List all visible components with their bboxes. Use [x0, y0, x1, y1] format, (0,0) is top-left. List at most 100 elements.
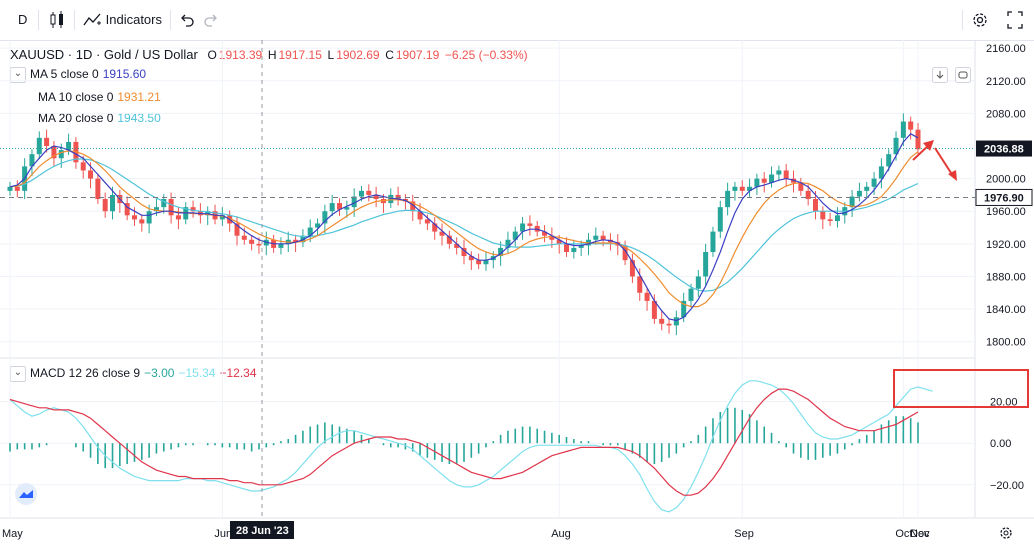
candle-body — [483, 260, 489, 265]
candle-body — [315, 223, 321, 228]
candle-body — [769, 174, 775, 183]
candle-body — [36, 137, 42, 155]
symbol-header: XAUUSD · 1D · Gold / US Dollar O 1913.39 … — [10, 47, 530, 62]
close-label: C — [385, 48, 394, 62]
ma20-line — [9, 158, 919, 292]
candle-body — [66, 141, 72, 151]
candle-body — [820, 211, 826, 220]
candle-body — [805, 190, 811, 199]
candle-body — [564, 243, 570, 252]
candle-body — [373, 194, 379, 199]
toolbar-divider — [962, 10, 963, 30]
candle-style-button[interactable] — [48, 8, 66, 32]
ma20-label: MA 20 close 0 — [38, 111, 114, 125]
legend-macd[interactable]: ⌄ MACD 12 26 close 9 −3.00 −15.34 −12.34 — [10, 366, 261, 382]
macd-tick-label: 0.00 — [990, 438, 1011, 450]
close-value: 1907.19 — [395, 48, 440, 62]
candle-body — [644, 292, 650, 301]
candle-body — [783, 170, 789, 179]
candle-body — [110, 194, 116, 212]
candle-body — [878, 166, 884, 179]
price-tick-label: 1880.00 — [986, 271, 1026, 283]
candle-body — [175, 215, 181, 220]
tradingview-logo[interactable] — [14, 482, 38, 511]
settings-button[interactable] — [970, 8, 990, 32]
candle-body — [849, 196, 855, 208]
candle-body — [798, 182, 804, 191]
ma5-line — [9, 133, 919, 322]
price-tick-label: 1840.00 — [986, 304, 1026, 316]
candle-body — [329, 203, 335, 212]
redo-icon — [204, 14, 217, 27]
candle-body — [344, 207, 350, 210]
candle-body — [153, 207, 159, 212]
candle-body — [168, 199, 174, 216]
macd-label: MACD 12 26 close 9 — [30, 366, 141, 381]
chart-settings-button[interactable] — [997, 524, 1015, 547]
ma10-label: MA 10 close 0 — [38, 90, 114, 104]
time-tick-label: Oct — [895, 528, 912, 540]
candle-body — [293, 239, 299, 243]
annotation-arrowhead-down — [948, 170, 957, 181]
candle-body — [827, 219, 833, 222]
candle-body — [124, 203, 130, 216]
candle-body — [88, 170, 94, 179]
undo-button[interactable] — [178, 8, 194, 32]
change-value: −6.25 (−0.33%) — [444, 48, 528, 62]
candle-body — [688, 288, 694, 301]
candle-body — [637, 276, 643, 293]
redo-button[interactable] — [204, 8, 220, 32]
candle-body — [732, 186, 738, 191]
open-label: O — [207, 48, 217, 62]
candle-body — [161, 199, 167, 208]
candle-body — [439, 231, 445, 236]
candle-body — [725, 190, 731, 208]
candle-body — [915, 129, 921, 150]
symbol-title: XAUUSD · 1D · Gold / US Dollar — [10, 47, 198, 62]
scroll-to-latest-button[interactable] — [932, 67, 948, 88]
candle-body — [651, 300, 657, 319]
time-tick-label: Jun — [214, 528, 232, 540]
candle-body — [578, 245, 584, 248]
candle-body — [856, 190, 862, 197]
legend-ma10[interactable]: MA 10 close 0 1931.21 — [38, 90, 165, 104]
candle-body — [366, 190, 372, 195]
candle-body — [95, 178, 101, 199]
candle-body — [864, 186, 870, 191]
reset-view-button[interactable] — [955, 67, 971, 88]
candle-body — [424, 219, 430, 224]
gear-icon — [1000, 527, 1012, 539]
candle-body — [512, 231, 518, 240]
candle-body — [14, 186, 20, 191]
candle-body — [432, 223, 438, 232]
candles-icon — [50, 11, 63, 28]
candle-body — [51, 146, 57, 159]
candle-body — [659, 318, 665, 324]
indicators-button[interactable]: Indicators — [82, 8, 162, 32]
ma10-value: 1931.21 — [117, 90, 161, 104]
candle-body — [337, 203, 343, 210]
legend-ma20[interactable]: MA 20 close 0 1943.50 — [38, 111, 165, 125]
toolbar-divider — [74, 10, 75, 30]
interval-button[interactable]: D — [18, 12, 28, 27]
macd-signal-line — [9, 388, 919, 496]
refresh-icon — [955, 67, 971, 83]
candle-body — [131, 215, 137, 220]
candle-body — [249, 239, 255, 244]
candle-body — [520, 223, 526, 232]
macd-hist-value: −3.00 — [144, 366, 175, 381]
legend-ma5[interactable]: ⌄ MA 5 close 0 1915.60 — [10, 67, 150, 83]
toolbar-divider — [170, 10, 171, 30]
fullscreen-button[interactable] — [1006, 8, 1024, 32]
time-tick-label: May — [2, 528, 23, 540]
macd-signal-value: −12.34 — [219, 366, 257, 381]
fullscreen-icon — [1007, 11, 1023, 29]
candle-body — [739, 186, 745, 191]
reference-price-badge — [975, 188, 1033, 206]
candle-body — [747, 186, 753, 191]
candle-body — [307, 227, 313, 236]
candle-body — [234, 223, 240, 236]
crosshair-date-label: 28 Jun '23 — [236, 525, 289, 537]
price-tick-label: 1960.00 — [986, 206, 1026, 218]
